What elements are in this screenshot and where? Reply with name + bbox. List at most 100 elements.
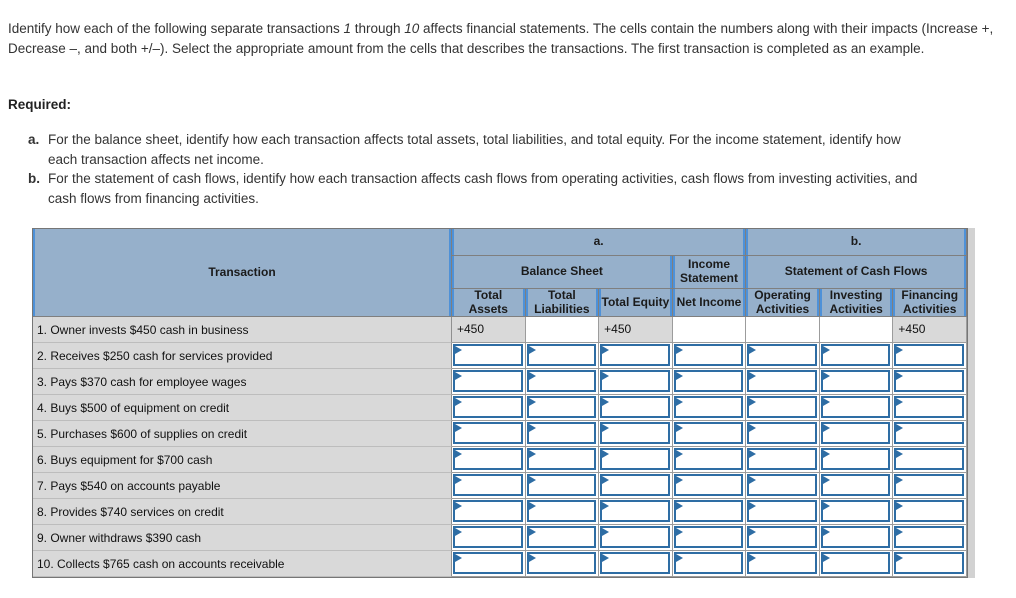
answer-cell-net-income[interactable] <box>672 473 747 499</box>
answer-cell-financing[interactable] <box>893 499 967 525</box>
transaction-number-start: 1 <box>343 21 351 36</box>
answer-cell-total-equity[interactable] <box>599 343 673 369</box>
answer-cell-investing[interactable] <box>819 499 894 525</box>
answer-cell-total-equity[interactable] <box>599 421 673 447</box>
answer-cell-financing[interactable] <box>893 473 967 499</box>
answer-cell-operating[interactable] <box>746 473 820 499</box>
dropdown-arrow-icon <box>528 502 536 510</box>
answer-cell-total-equity[interactable] <box>599 473 673 499</box>
answer-cell-operating[interactable] <box>746 369 820 395</box>
transaction-label: 7. Pays $540 on accounts payable <box>33 473 452 499</box>
dropdown-arrow-icon <box>455 372 462 380</box>
dropdown-arrow-icon <box>822 554 830 562</box>
table-right-gutter <box>968 228 975 578</box>
answer-cell-operating[interactable] <box>746 551 820 577</box>
answer-cell-operating[interactable] <box>746 499 820 525</box>
answer-cell-operating[interactable] <box>746 421 820 447</box>
net-income-column-header: Net Income <box>672 289 747 317</box>
dropdown-arrow-icon <box>749 476 757 484</box>
dropdown-arrow-icon <box>749 372 757 380</box>
total-liabilities-column-header: Total Liabilities <box>525 288 600 317</box>
financing-activities-column-header: Financing Activities <box>893 288 967 317</box>
answer-cell-total-assets[interactable] <box>452 551 526 577</box>
answer-cell-net-income[interactable] <box>672 421 747 447</box>
answer-cell-total-liabilities[interactable] <box>525 447 600 473</box>
answer-cell-financing[interactable] <box>893 551 967 577</box>
required-item-b: b. For the statement of cash flows, iden… <box>28 169 920 208</box>
answer-cell-total-liabilities[interactable] <box>525 395 600 421</box>
answer-cell-financing[interactable] <box>893 525 967 551</box>
answer-cell-operating[interactable] <box>746 343 820 369</box>
answer-cell-financing[interactable] <box>893 421 967 447</box>
answer-cell-net-income[interactable] <box>672 395 747 421</box>
answer-cell-financing[interactable] <box>893 447 967 473</box>
dropdown-arrow-icon <box>455 528 462 536</box>
transaction-number-end: 10 <box>404 21 420 36</box>
answer-cell-total-assets[interactable] <box>452 421 526 447</box>
answer-cell-investing[interactable] <box>819 343 894 369</box>
answer-cell-total-liabilities[interactable] <box>525 525 600 551</box>
dropdown-arrow-icon <box>602 372 610 380</box>
answer-cell-total-equity[interactable] <box>599 551 673 577</box>
instructions-text: through <box>350 21 405 36</box>
answer-cell-total-equity[interactable] <box>599 369 673 395</box>
answer-cell-total-liabilities[interactable] <box>525 421 600 447</box>
answer-cell-total-equity[interactable] <box>599 447 673 473</box>
dropdown-arrow-icon <box>528 450 536 458</box>
required-item-a: a. For the balance sheet, identify how e… <box>28 130 920 169</box>
answer-cell-investing[interactable] <box>819 369 894 395</box>
dropdown-arrow-icon <box>675 372 683 380</box>
answer-cell-total-assets[interactable] <box>452 395 526 421</box>
transaction-label: 3. Pays $370 cash for employee wages <box>33 369 452 395</box>
dropdown-arrow-icon <box>455 424 462 432</box>
required-list: a. For the balance sheet, identify how e… <box>28 130 920 208</box>
answer-cell-total-liabilities[interactable] <box>525 473 600 499</box>
answer-cell-net-income[interactable] <box>672 447 747 473</box>
answer-cell-total-assets[interactable] <box>452 447 526 473</box>
answer-cell-net-income[interactable] <box>672 343 747 369</box>
answer-cell-total-assets[interactable] <box>452 473 526 499</box>
operating-activities-column-header: Operating Activities <box>746 288 820 317</box>
dropdown-arrow-icon <box>749 554 757 562</box>
answer-cell-total-equity[interactable] <box>599 395 673 421</box>
answer-cell-investing[interactable] <box>819 395 894 421</box>
answer-cell-net-income[interactable] <box>672 525 747 551</box>
answer-cell-investing[interactable] <box>819 525 894 551</box>
answer-cell-total-liabilities[interactable] <box>525 499 600 525</box>
income-statement-header: Income Statement <box>672 256 747 289</box>
answer-cell-investing[interactable] <box>819 551 894 577</box>
answer-cell-investing[interactable] <box>819 421 894 447</box>
dropdown-arrow-icon <box>528 398 536 406</box>
answer-cell-total-equity[interactable] <box>599 499 673 525</box>
answer-cell-financing[interactable] <box>893 395 967 421</box>
answer-cell-total-equity[interactable] <box>599 525 673 551</box>
answer-cell-operating[interactable] <box>746 447 820 473</box>
answer-cell-total-liabilities[interactable] <box>525 551 600 577</box>
answer-cell-net-income[interactable] <box>672 369 747 395</box>
answer-cell-total-assets[interactable] <box>452 499 526 525</box>
dropdown-arrow-icon <box>455 502 462 510</box>
dropdown-arrow-icon <box>896 476 904 484</box>
answer-cell-investing[interactable] <box>819 447 894 473</box>
answer-cell-net-income[interactable] <box>672 551 747 577</box>
answer-cell-total-assets[interactable] <box>452 525 526 551</box>
dropdown-arrow-icon <box>822 450 830 458</box>
answer-cell-total-liabilities[interactable] <box>525 343 600 369</box>
example-cell-financing: +450 <box>893 317 967 343</box>
dropdown-arrow-icon <box>602 476 610 484</box>
instructions-text: affects financial statements. The cells … <box>8 21 994 56</box>
dropdown-arrow-icon <box>455 346 462 354</box>
example-cell-operating <box>746 317 820 343</box>
answer-cell-total-assets[interactable] <box>452 369 526 395</box>
answer-cell-investing[interactable] <box>819 473 894 499</box>
answer-cell-financing[interactable] <box>893 369 967 395</box>
transaction-label: 8. Provides $740 services on credit <box>33 499 452 525</box>
required-item-b-text: For the statement of cash flows, identif… <box>48 171 918 206</box>
answer-cell-financing[interactable] <box>893 343 967 369</box>
answer-cell-operating[interactable] <box>746 525 820 551</box>
group-b-header: b. <box>746 229 967 256</box>
answer-cell-total-liabilities[interactable] <box>525 369 600 395</box>
answer-cell-operating[interactable] <box>746 395 820 421</box>
answer-cell-total-assets[interactable] <box>452 343 526 369</box>
answer-cell-net-income[interactable] <box>672 499 747 525</box>
